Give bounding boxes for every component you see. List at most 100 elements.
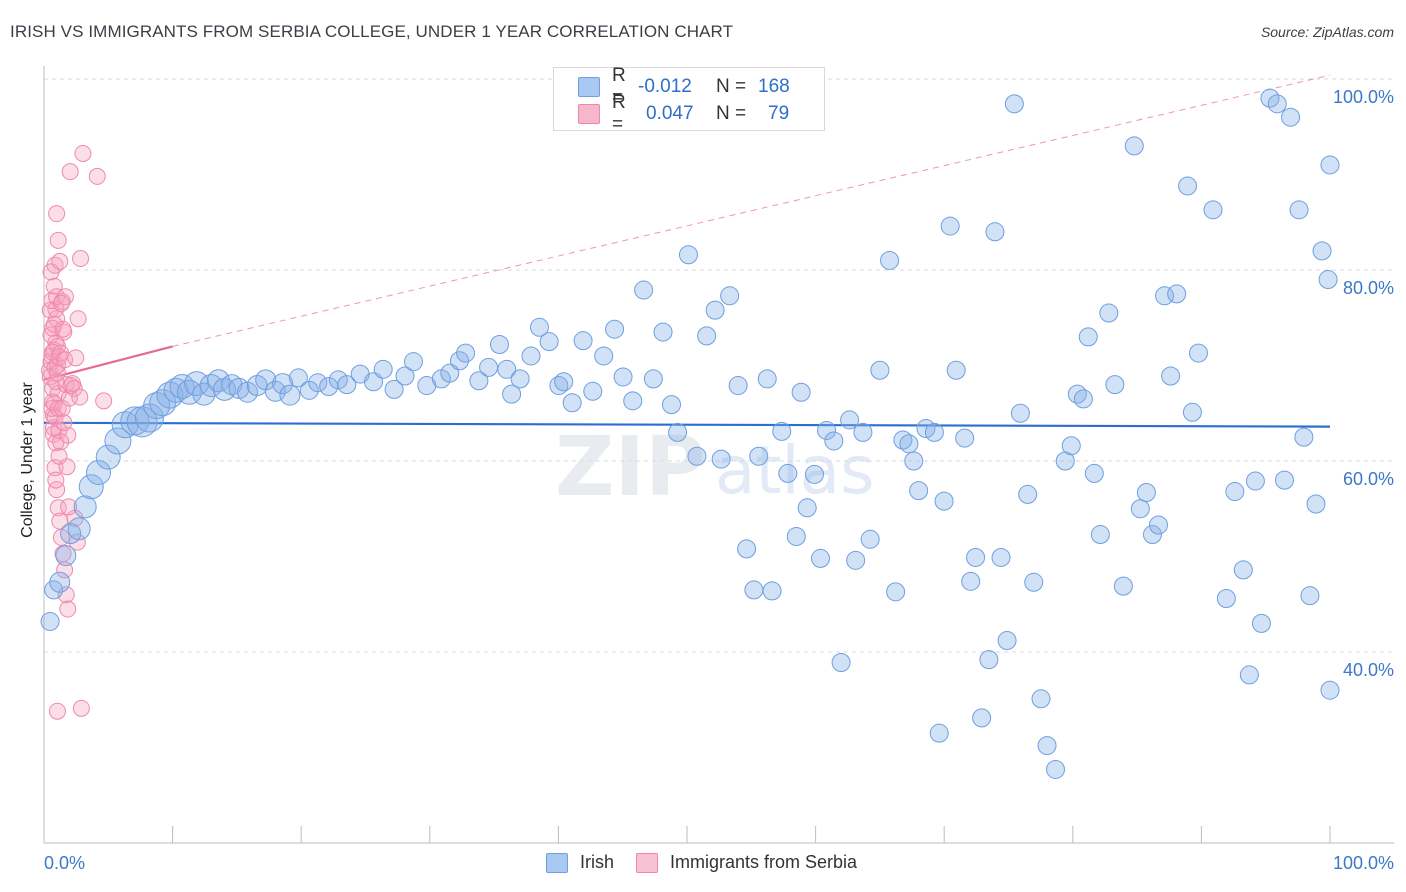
irish-point bbox=[1136, 483, 1156, 503]
irish-point bbox=[529, 317, 549, 337]
irish-point bbox=[67, 517, 91, 541]
serbia-point bbox=[67, 349, 85, 367]
irish-point bbox=[1306, 494, 1326, 514]
serbia-point bbox=[69, 310, 87, 328]
irish-point bbox=[373, 359, 393, 379]
serbia-point bbox=[54, 320, 72, 338]
serbia-point bbox=[61, 163, 79, 181]
irish-point bbox=[1167, 284, 1187, 304]
irish-point bbox=[840, 410, 860, 430]
irish-point bbox=[308, 373, 328, 393]
legend-r-label: R = bbox=[612, 92, 626, 135]
irish-point bbox=[573, 331, 593, 351]
irish-point bbox=[156, 381, 184, 409]
irish-point bbox=[1188, 343, 1208, 363]
irish-point bbox=[1239, 665, 1259, 685]
irish-point bbox=[946, 360, 966, 380]
irish-point bbox=[1090, 525, 1110, 545]
irish-point bbox=[653, 322, 673, 342]
serbia-point bbox=[65, 379, 83, 397]
irish-point bbox=[111, 411, 139, 439]
irish-point bbox=[1182, 402, 1202, 422]
irish-point bbox=[497, 359, 517, 379]
legend-n-label: N = bbox=[716, 76, 747, 97]
irish-point bbox=[272, 373, 294, 395]
chart-title: IRISH VS IMMIGRANTS FROM SERBIA COLLEGE,… bbox=[10, 22, 734, 41]
irish-point bbox=[899, 434, 919, 454]
irish-point bbox=[1031, 689, 1051, 709]
serbia-point bbox=[49, 231, 67, 249]
irish-point bbox=[1010, 403, 1030, 423]
legend-swatch-serbia bbox=[578, 104, 600, 124]
irish-point bbox=[831, 653, 851, 673]
irish-point bbox=[502, 384, 522, 404]
irish-point bbox=[697, 326, 717, 346]
irish-point bbox=[1099, 303, 1119, 323]
irish-point bbox=[450, 351, 470, 371]
irish-point bbox=[469, 371, 489, 391]
irish-point bbox=[909, 481, 929, 501]
irish-point bbox=[786, 526, 806, 546]
irish-point bbox=[997, 631, 1017, 651]
irish-point bbox=[1046, 759, 1066, 779]
irish-points bbox=[40, 88, 1340, 779]
irish-point bbox=[924, 422, 944, 442]
irish-point bbox=[184, 371, 210, 397]
watermark-atlas: atlas bbox=[715, 432, 875, 509]
irish-point bbox=[623, 391, 643, 411]
irish-point bbox=[1061, 436, 1081, 456]
legend-swatch-irish bbox=[578, 77, 600, 97]
legend-n-value: 168 bbox=[758, 76, 790, 97]
irish-point bbox=[744, 580, 764, 600]
irish-point bbox=[961, 571, 981, 591]
irish-point bbox=[1124, 136, 1144, 156]
irish-point bbox=[613, 367, 633, 387]
irish-point bbox=[791, 382, 811, 402]
irish-point bbox=[104, 427, 132, 455]
irish-point bbox=[991, 547, 1011, 567]
irish-point bbox=[1105, 375, 1125, 395]
legend-item-serbia[interactable]: Immigrants from Serbia bbox=[636, 852, 857, 873]
irish-point bbox=[643, 369, 663, 389]
irish-point bbox=[762, 581, 782, 601]
y-tick-label-80: 80.0% bbox=[1342, 278, 1394, 298]
serbia-point bbox=[53, 399, 71, 417]
irish-point bbox=[1018, 484, 1038, 504]
irish-point bbox=[757, 369, 777, 389]
serbia-point bbox=[52, 433, 70, 451]
irish-point bbox=[337, 375, 357, 395]
irish-point bbox=[1312, 241, 1332, 261]
legend-row-serbia: R = 0.047 N = 79 bbox=[578, 92, 789, 135]
serbia-point bbox=[95, 392, 113, 410]
irish-point bbox=[662, 395, 682, 415]
irish-point bbox=[728, 376, 748, 396]
irish-point bbox=[1155, 286, 1175, 306]
irish-point bbox=[1024, 572, 1044, 592]
irish-point bbox=[403, 352, 423, 372]
irish-point bbox=[1300, 586, 1320, 606]
irish-point bbox=[824, 431, 844, 451]
irish-point bbox=[86, 459, 112, 485]
legend-item-irish[interactable]: Irish bbox=[546, 852, 614, 873]
chart-source: Source: ZipAtlas.com bbox=[1260, 24, 1394, 40]
irish-point bbox=[1004, 94, 1024, 114]
irish-point bbox=[668, 422, 688, 442]
watermark-zip: ZIP bbox=[555, 420, 705, 515]
irish-point bbox=[860, 529, 880, 549]
legend-r-value: 0.047 bbox=[646, 103, 694, 124]
legend-label-irish: Irish bbox=[580, 852, 615, 872]
y-tick-label-40: 40.0% bbox=[1342, 660, 1394, 680]
irish-point bbox=[288, 368, 308, 388]
irish-point bbox=[893, 430, 913, 450]
irish-point bbox=[1178, 176, 1198, 196]
irish-point bbox=[955, 428, 975, 448]
serbia-point bbox=[59, 600, 77, 618]
irish-point bbox=[737, 539, 757, 559]
serbia-point bbox=[57, 376, 75, 394]
irish-trend-line bbox=[43, 421, 1331, 428]
serbia-point bbox=[74, 144, 92, 162]
irish-point bbox=[176, 379, 202, 405]
y-tick-label-60: 60.0% bbox=[1342, 469, 1394, 489]
irish-point bbox=[705, 300, 725, 320]
irish-point bbox=[880, 250, 900, 270]
